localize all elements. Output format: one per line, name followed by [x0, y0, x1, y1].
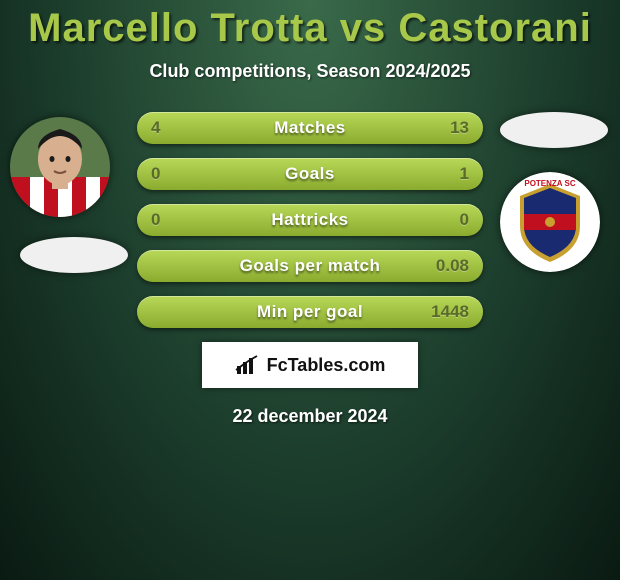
stat-left-value: 4 — [151, 118, 160, 138]
stat-left-value: 0 — [151, 210, 160, 230]
site-logo-text: FcTables.com — [267, 355, 386, 376]
stat-left-value: 0 — [151, 164, 160, 184]
stat-label: Matches — [274, 118, 346, 138]
player-left-badge-oval — [20, 237, 128, 273]
comparison-content: POTENZA SC 4 Matches 13 0 Goals 1 0 Hatt… — [0, 112, 620, 427]
stat-label: Goals — [285, 164, 335, 184]
stat-right-value: 0 — [460, 210, 469, 230]
stat-label: Hattricks — [271, 210, 348, 230]
stat-row-matches: 4 Matches 13 — [137, 112, 483, 144]
player-right-crest: POTENZA SC — [500, 172, 600, 272]
player-left-avatar — [10, 117, 110, 217]
stat-row-hattricks: 0 Hattricks 0 — [137, 204, 483, 236]
date-label: 22 december 2024 — [0, 406, 620, 427]
stat-right-value: 0.08 — [436, 256, 469, 276]
stat-row-min-per-goal: Min per goal 1448 — [137, 296, 483, 328]
stat-right-value: 13 — [450, 118, 469, 138]
player-right-badge-oval — [500, 112, 608, 148]
stat-right-value: 1448 — [431, 302, 469, 322]
stat-right-value: 1 — [460, 164, 469, 184]
page-title: Marcello Trotta vs Castorani — [0, 0, 620, 51]
site-logo-box: FcTables.com — [202, 342, 418, 388]
stats-table: 4 Matches 13 0 Goals 1 0 Hattricks 0 Goa… — [137, 112, 483, 328]
stat-label: Min per goal — [257, 302, 363, 322]
stat-label: Goals per match — [240, 256, 381, 276]
bar-chart-icon — [235, 354, 261, 376]
svg-text:POTENZA SC: POTENZA SC — [524, 179, 575, 188]
stat-row-goals-per-match: Goals per match 0.08 — [137, 250, 483, 282]
page-subtitle: Club competitions, Season 2024/2025 — [0, 61, 620, 82]
stat-row-goals: 0 Goals 1 — [137, 158, 483, 190]
